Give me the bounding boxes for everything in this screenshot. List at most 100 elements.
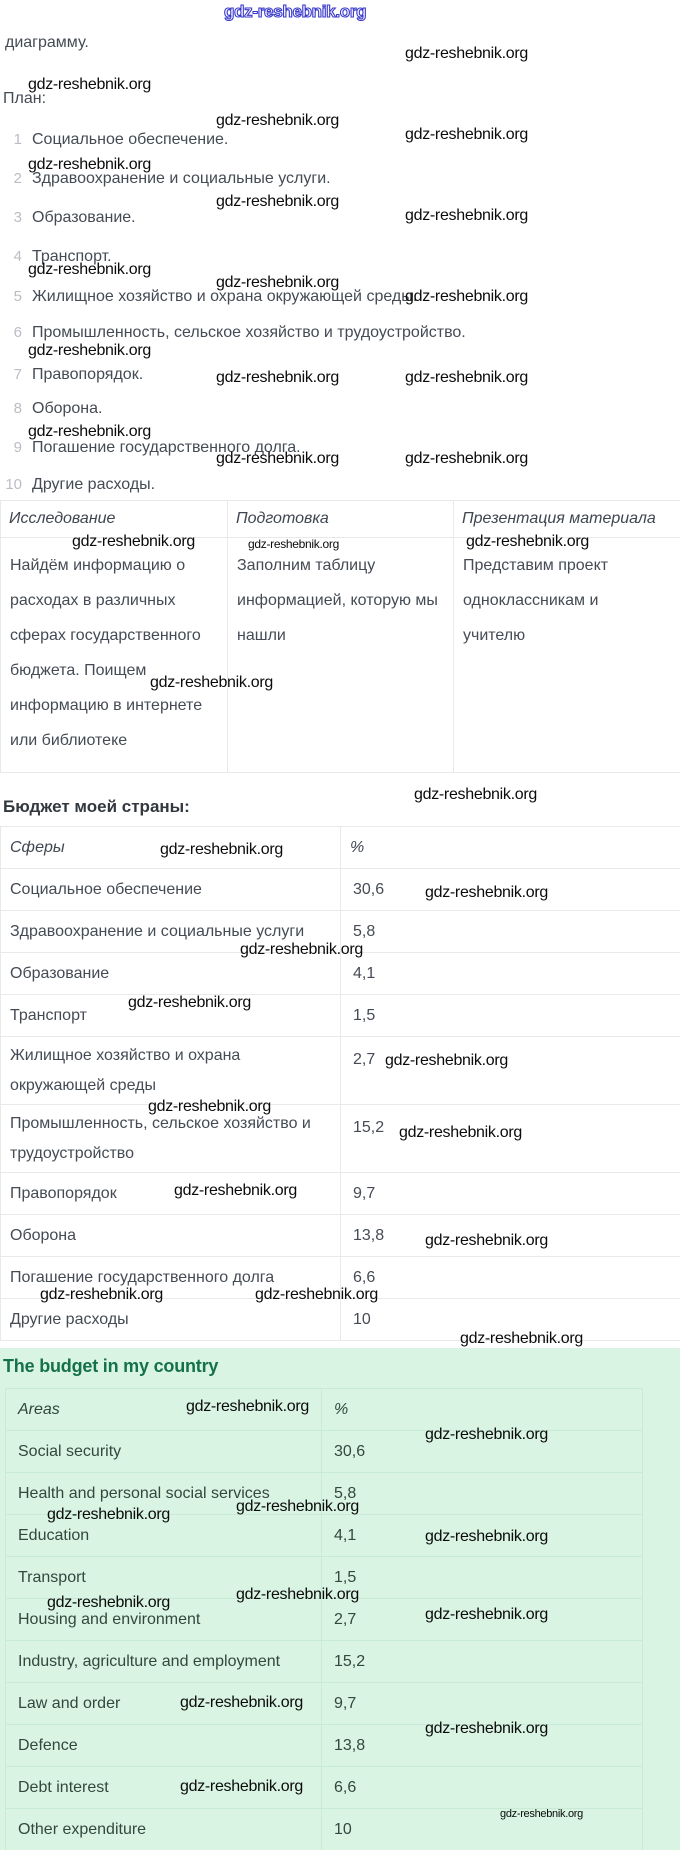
watermark-text: gdz-reshebnik.org: [180, 1778, 303, 1795]
watermark-text: gdz-reshebnik.org: [148, 1098, 271, 1115]
plan-item: 3 Образование.: [0, 209, 136, 227]
budget-ru-column-header: %: [340, 826, 680, 869]
plan-item: 10 Другие расходы.: [0, 476, 155, 494]
plan-item-label: Оборона.: [32, 400, 103, 417]
budget-ru-row-value: 1,5: [340, 994, 680, 1037]
budget-ru-row-label: Другие расходы: [0, 1298, 341, 1341]
budget-en-row-label: Debt interest: [5, 1766, 322, 1809]
budget-ru-table: Сферы% Социальное обеспечение 30,6 Здравоо…: [0, 826, 680, 1341]
budget-en-row-value: 5,8: [321, 1472, 643, 1515]
watermark-text: gdz-reshebnik.org: [425, 1528, 548, 1545]
watermark-text: gdz-reshebnik.org: [216, 193, 339, 210]
watermark-text: gdz-reshebnik.org: [216, 450, 339, 467]
budget-en-row-value: 4,1: [321, 1514, 643, 1557]
budget-en-row: Housing and environment 2,7: [5, 1598, 643, 1641]
project-steps-header-row: Исследование Подготовка Презентация матери…: [0, 500, 680, 538]
budget-en-row: Transport 1,5: [5, 1556, 643, 1599]
watermark-text: gdz-reshebnik.org: [399, 1124, 522, 1141]
plan-item-label: Правопорядок.: [32, 366, 144, 383]
budget-ru-row: Правопорядок 9,7: [0, 1172, 680, 1215]
watermark-text: gdz-reshebnik.org: [425, 1426, 548, 1443]
budget-en-row: Health and personal social services 5,8: [5, 1472, 643, 1515]
budget-ru-row: Жилищное хозяйство и охрана окружающей с…: [0, 1036, 680, 1105]
watermark-text: gdz-reshebnik.org: [28, 76, 151, 93]
budget-en-row-label: Industry, agriculture and employment: [5, 1640, 322, 1683]
watermark-text: gdz-reshebnik.org: [405, 207, 528, 224]
budget-en-row-label: Housing and environment: [5, 1598, 322, 1641]
plan-item-label: Социальное обеспечение.: [32, 131, 229, 148]
watermark-text: gdz-reshebnik.org: [216, 369, 339, 386]
budget-ru-row-label: Оборона: [0, 1214, 341, 1257]
watermark-text: gdz-reshebnik.org: [425, 1232, 548, 1249]
plan-item: 6 Промышленность, сельское хозяйство и тр…: [0, 324, 466, 342]
watermark-text: gdz-reshebnik.org: [414, 786, 537, 803]
budget-en-row: Industry, agriculture and employment 15,2: [5, 1640, 643, 1683]
watermark-text: gdz-reshebnik.org: [425, 1720, 548, 1737]
budget-ru-row: Другие расходы 10: [0, 1298, 680, 1341]
intro-text: диаграмму.: [5, 34, 89, 51]
budget-ru-column-header: Сферы: [0, 826, 341, 869]
watermark-text: gdz-reshebnik.org: [240, 941, 363, 958]
watermark-text: gdz-reshebnik.org: [255, 1286, 378, 1303]
budget-en-row: Other expenditure 10: [5, 1808, 643, 1850]
budget-en-row-value: 10: [321, 1808, 643, 1850]
watermark-text: gdz-reshebnik.org: [385, 1052, 508, 1069]
plan-item-number: 1: [13, 131, 22, 148]
watermark-text: gdz-reshebnik.org: [248, 537, 339, 551]
watermark-text: gdz-reshebnik.org: [405, 126, 528, 143]
budget-ru-row: Оборона 13,8: [0, 1214, 680, 1257]
budget-en-title: The budget in my country: [3, 1356, 219, 1376]
budget-en-column-header: %: [321, 1388, 643, 1431]
watermark-text: gdz-reshebnik.org: [160, 841, 283, 858]
watermark-text: gdz-reshebnik.org: [466, 533, 589, 550]
budget-ru-row-value: 5,8: [340, 910, 680, 953]
watermark-text: gdz-reshebnik.org: [236, 1586, 359, 1603]
plan-item-number: 3: [13, 209, 22, 226]
plan-item: 7 Правопорядок.: [0, 366, 143, 384]
budget-en-row-value: 13,8: [321, 1724, 643, 1767]
budget-ru-row: Социальное обеспечение 30,6: [0, 868, 680, 911]
budget-ru-row-label: Социальное обеспечение: [0, 868, 341, 911]
budget-ru-row-label: Жилищное хозяйство и охрана окружающей с…: [0, 1036, 341, 1105]
budget-ru-row-label: Погашение государственного долга: [0, 1256, 341, 1299]
watermark-text: gdz-reshebnik.org: [47, 1506, 170, 1523]
budget-ru-title: Бюджет моей страны:: [3, 797, 190, 816]
watermark-text: gdz-reshebnik.org: [405, 45, 528, 62]
budget-ru-row: Здравоохранение и социальные услуги 5,8: [0, 910, 680, 953]
watermark-text: gdz-reshebnik.org: [186, 1398, 309, 1415]
plan-item-number: 2: [13, 170, 22, 187]
budget-en-row: Law and order 9,7: [5, 1682, 643, 1725]
project-steps-cell: Заполним таблицу информацией, которую мы…: [227, 537, 454, 773]
budget-ru-row: Транспорт 1,5: [0, 994, 680, 1037]
budget-ru-row: Промышленность, сельское хозяйство и тру…: [0, 1104, 680, 1173]
watermark-text: gdz-reshebnik.org: [28, 423, 151, 440]
watermark-text: gdz-reshebnik.org: [47, 1594, 170, 1611]
budget-ru-row-value: 9,7: [340, 1172, 680, 1215]
budget-en-row-label: Other expenditure: [5, 1808, 322, 1850]
plan-item-number: 7: [13, 366, 22, 383]
budget-ru-row: Погашение государственного долга 6,6: [0, 1256, 680, 1299]
budget-ru-row-value: 6,6: [340, 1256, 680, 1299]
plan-item-number: 6: [13, 324, 22, 341]
budget-en-row-label: Education: [5, 1514, 322, 1557]
plan-label: План:: [3, 90, 47, 107]
project-steps-column-header: Презентация материала: [453, 500, 680, 538]
plan-item-label: Транспорт.: [32, 248, 112, 265]
budget-en-section: The budget in my country Areas% Social s…: [0, 1348, 680, 1850]
watermark-text: gdz-reshebnik.org: [216, 112, 339, 129]
watermark-text: gdz-reshebnik.org: [174, 1182, 297, 1199]
project-steps-column-header: Подготовка: [227, 500, 454, 538]
budget-en-row-value: 30,6: [321, 1430, 643, 1473]
budget-en-row-value: 15,2: [321, 1640, 643, 1683]
budget-ru-row: Образование 4,1: [0, 952, 680, 995]
watermark-text: gdz-reshebnik.org: [405, 288, 528, 305]
plan-item-label: Здравоохранение и социальные услуги.: [32, 170, 331, 187]
budget-en-row-label: Law and order: [5, 1682, 322, 1725]
watermark-text: gdz-reshebnik.org: [40, 1286, 163, 1303]
watermark-text: gdz-reshebnik.org: [28, 156, 151, 173]
plan-item-number: 9: [13, 439, 22, 456]
budget-en-row: Defence 13,8: [5, 1724, 643, 1767]
watermark-text: gdz-reshebnik.org: [150, 674, 273, 691]
budget-en-header-row: Areas%: [5, 1388, 643, 1431]
